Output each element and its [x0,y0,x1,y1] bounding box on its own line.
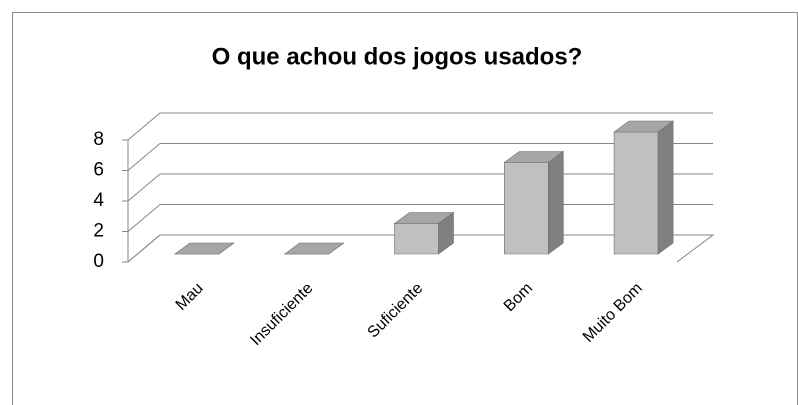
bar-front [394,223,439,255]
bar-side [657,120,674,255]
bar-top [393,212,455,224]
chart-title: O que achou dos jogos usados? [212,43,583,70]
bar [503,150,565,255]
y-tick-label: 0 [93,251,104,272]
chart-border [12,12,798,405]
bar-top [613,120,675,133]
grid-line [127,112,713,141]
bar-top [173,242,235,255]
bar-top [503,151,565,163]
bar [393,211,455,255]
bar [613,120,675,255]
y-tick-label: 2 [93,221,104,242]
bar [173,242,235,255]
bar-side [548,150,564,255]
y-tick-label: 4 [93,190,104,211]
y-tick-label: 8 [93,129,104,150]
bar-front [613,131,659,255]
grid-line [127,143,713,171]
bar-front [504,162,549,255]
y-tick-label: 6 [93,160,104,181]
bar-top [283,242,345,255]
bar [283,242,345,255]
